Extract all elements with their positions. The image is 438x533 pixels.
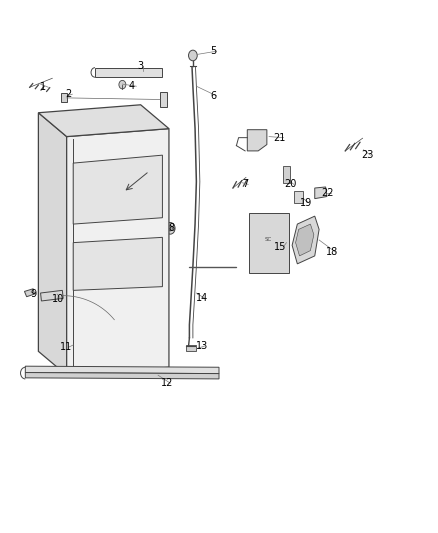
Polygon shape (95, 68, 162, 77)
Circle shape (255, 258, 261, 264)
Circle shape (147, 69, 152, 76)
Polygon shape (292, 216, 319, 264)
Circle shape (277, 247, 283, 254)
Text: 23: 23 (361, 150, 373, 160)
Polygon shape (315, 187, 327, 199)
Text: 20: 20 (285, 179, 297, 189)
Polygon shape (73, 237, 162, 290)
Bar (186, 345, 196, 351)
Text: 12: 12 (161, 378, 173, 388)
Bar (283, 166, 290, 183)
Polygon shape (39, 113, 67, 375)
Polygon shape (39, 105, 169, 136)
Polygon shape (25, 289, 35, 297)
Circle shape (90, 369, 96, 376)
Polygon shape (73, 155, 162, 224)
Text: 8: 8 (168, 223, 174, 233)
Text: 13: 13 (195, 341, 208, 351)
Polygon shape (250, 214, 289, 273)
Bar (294, 191, 304, 203)
Text: 6: 6 (211, 91, 217, 101)
Text: 19: 19 (300, 198, 312, 208)
Text: 3: 3 (138, 61, 144, 71)
Text: 21: 21 (274, 133, 286, 143)
Text: 10: 10 (52, 294, 64, 304)
Circle shape (266, 222, 272, 228)
Circle shape (277, 222, 283, 228)
Circle shape (131, 69, 137, 76)
Circle shape (266, 247, 272, 254)
Text: 9: 9 (30, 289, 36, 299)
Polygon shape (160, 92, 167, 108)
Circle shape (266, 258, 272, 264)
Circle shape (35, 369, 42, 376)
Circle shape (255, 247, 261, 254)
Text: 2: 2 (66, 89, 72, 99)
Text: 4: 4 (129, 81, 135, 91)
Circle shape (277, 234, 283, 240)
Circle shape (59, 369, 65, 376)
Circle shape (266, 234, 272, 240)
Circle shape (116, 69, 121, 76)
Text: 5: 5 (211, 46, 217, 56)
Polygon shape (41, 290, 63, 301)
Circle shape (124, 369, 131, 376)
Polygon shape (61, 93, 67, 102)
Text: 11: 11 (60, 342, 72, 352)
Text: 18: 18 (326, 247, 338, 257)
Polygon shape (67, 128, 169, 375)
Circle shape (255, 222, 261, 228)
Polygon shape (296, 224, 314, 256)
Polygon shape (25, 373, 219, 379)
Text: 22: 22 (321, 188, 334, 198)
Circle shape (190, 369, 196, 376)
Polygon shape (247, 130, 267, 151)
Circle shape (168, 225, 173, 231)
Circle shape (188, 50, 197, 61)
Circle shape (159, 369, 166, 376)
Text: 14: 14 (195, 293, 208, 303)
Text: 1: 1 (40, 82, 46, 92)
Text: SC: SC (265, 237, 272, 242)
Text: 7: 7 (242, 179, 248, 189)
Circle shape (102, 69, 108, 76)
Circle shape (255, 234, 261, 240)
Circle shape (69, 343, 77, 352)
Text: 15: 15 (274, 242, 286, 252)
Circle shape (119, 80, 126, 89)
Circle shape (166, 222, 175, 234)
Circle shape (277, 258, 283, 264)
Polygon shape (25, 366, 219, 374)
Circle shape (207, 369, 213, 376)
